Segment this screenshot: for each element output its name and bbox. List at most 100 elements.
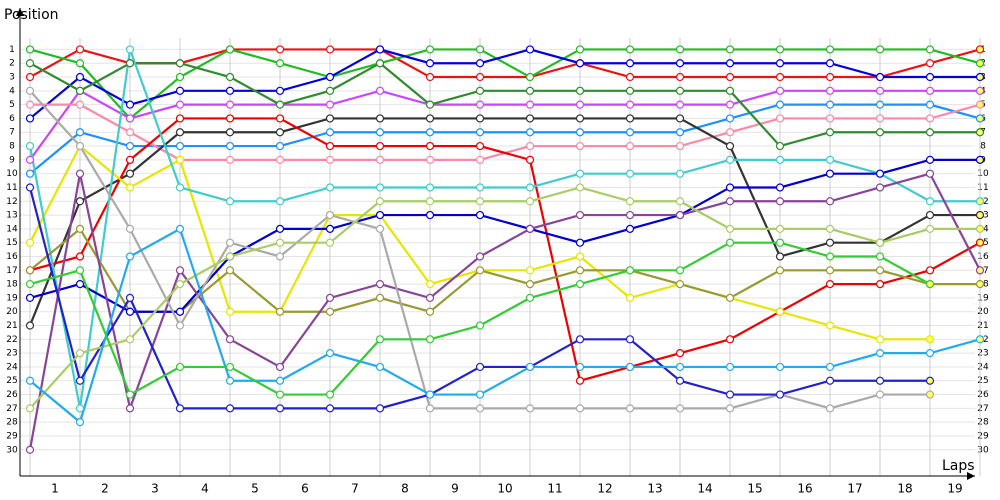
series-marker — [975, 128, 985, 137]
y-tick-label-right: 28 — [977, 418, 989, 428]
series-marker — [425, 45, 435, 54]
series-line — [29, 48, 980, 120]
series-marker — [425, 59, 435, 68]
series-marker — [475, 86, 485, 95]
series-marker — [775, 362, 785, 372]
series-marker — [975, 280, 985, 289]
series-marker — [325, 72, 335, 82]
series-marker — [825, 86, 835, 95]
series-marker — [925, 280, 935, 289]
y-tick-label-right: 27 — [977, 404, 988, 414]
series-marker — [925, 45, 935, 54]
series-marker — [325, 307, 335, 316]
series-marker — [775, 183, 785, 192]
x-tick-label: 11 — [547, 482, 562, 496]
series-marker — [975, 59, 985, 68]
series-marker — [175, 266, 185, 275]
series-marker — [875, 280, 885, 289]
series-marker — [225, 197, 235, 206]
series-marker — [175, 141, 185, 151]
series-marker — [775, 72, 785, 82]
y-tick-label: 4 — [9, 86, 15, 96]
y-tick-label-right: 16 — [977, 252, 989, 262]
series-marker — [575, 141, 585, 151]
series-marker — [275, 141, 285, 151]
series-marker — [225, 141, 235, 151]
series-marker — [575, 266, 585, 275]
series-marker — [725, 390, 735, 399]
series-marker — [325, 141, 335, 151]
series-marker — [825, 128, 835, 137]
series-marker — [975, 45, 985, 54]
series-marker — [75, 266, 85, 275]
series-marker — [625, 404, 635, 413]
series-marker — [875, 100, 885, 109]
series-marker — [125, 155, 135, 164]
series-marker — [825, 266, 835, 275]
series-marker — [225, 155, 235, 164]
series-marker — [125, 293, 135, 303]
series-marker — [425, 155, 435, 164]
series-marker — [375, 362, 385, 372]
series-marker — [275, 128, 285, 137]
series-marker — [75, 197, 85, 206]
series-marker — [725, 114, 735, 123]
series-marker — [425, 100, 435, 109]
series-marker — [25, 100, 35, 109]
series-marker — [325, 390, 335, 399]
series-line — [29, 158, 980, 313]
series-marker — [525, 266, 535, 275]
series-marker — [425, 307, 435, 316]
series-marker — [25, 86, 35, 95]
series-marker — [325, 45, 335, 54]
series-marker — [325, 404, 335, 413]
series-marker — [725, 72, 735, 82]
series-marker — [525, 100, 535, 109]
series-marker — [525, 128, 535, 137]
series-marker — [225, 376, 235, 385]
series-marker — [75, 45, 85, 54]
series-line — [28, 117, 980, 326]
series-marker — [325, 114, 335, 123]
series-marker — [725, 100, 735, 109]
series-marker — [125, 390, 135, 399]
series-marker — [175, 155, 185, 164]
series-marker — [225, 86, 235, 95]
series-line — [29, 48, 981, 79]
series-marker — [825, 45, 835, 54]
series-marker — [625, 45, 635, 54]
series-marker — [425, 197, 435, 206]
series-marker — [725, 128, 735, 137]
series-marker — [525, 224, 535, 233]
series-marker — [425, 72, 435, 82]
series-marker — [375, 224, 385, 233]
series-marker — [425, 141, 435, 151]
series-marker — [875, 252, 885, 261]
series-marker — [725, 59, 735, 68]
series-marker — [625, 362, 635, 372]
y-tick-label-right: 21 — [977, 321, 988, 331]
series-marker — [325, 293, 335, 303]
series-marker — [375, 155, 385, 164]
series-marker — [175, 183, 185, 192]
series-marker — [775, 197, 785, 206]
y-tick-label: 6 — [9, 114, 15, 124]
series-marker — [975, 335, 985, 344]
series-marker — [525, 155, 535, 164]
x-tick-label: 6 — [301, 482, 309, 496]
series-marker — [925, 169, 935, 178]
series-marker — [25, 114, 35, 123]
series-marker — [25, 169, 35, 178]
series-marker — [375, 293, 385, 303]
series-marker — [275, 404, 285, 413]
series-marker — [375, 197, 385, 206]
series-marker — [375, 335, 385, 344]
series-marker — [475, 59, 485, 68]
series-marker — [125, 307, 135, 316]
series-marker — [625, 86, 635, 95]
series-marker — [375, 141, 385, 151]
series-marker — [75, 252, 85, 261]
series-marker — [75, 86, 85, 95]
series-marker — [475, 155, 485, 164]
y-tick-label: 18 — [6, 280, 18, 290]
